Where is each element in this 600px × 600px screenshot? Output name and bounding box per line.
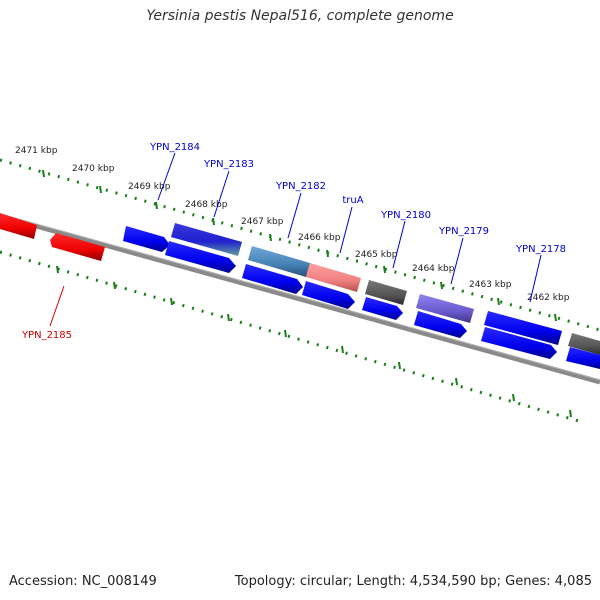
gene-feature[interactable] <box>302 281 355 309</box>
scale-label: 2464 kbp <box>412 264 455 274</box>
gene-label[interactable]: YPN_2179 <box>438 226 489 237</box>
gene-feature[interactable] <box>484 311 562 345</box>
outer-major-ticks <box>42 169 557 322</box>
scale-label: 2470 kbp <box>72 164 115 174</box>
inner-major-ticks <box>56 265 572 418</box>
gene-feature[interactable] <box>171 223 242 256</box>
scale-label: 2465 kbp <box>355 250 398 260</box>
scale-label: 2471 kbp <box>15 146 58 156</box>
label-leaders <box>49 152 542 327</box>
accession-label: Accession: NC_008149 <box>9 574 157 589</box>
gene-feature[interactable] <box>365 280 407 305</box>
genome-summary: Topology: circular; Length: 4,534,590 bp… <box>234 574 592 589</box>
scale-label: 2468 kbp <box>185 200 228 210</box>
gene-feature[interactable] <box>165 241 236 273</box>
scale-label: 2469 kbp <box>128 182 171 192</box>
gene-feature-reverse[interactable] <box>0 213 37 239</box>
gene-feature[interactable] <box>566 347 600 369</box>
gene-labels: YPN_2184 YPN_2183 YPN_2182 truA YPN_2180… <box>21 142 566 341</box>
gene-feature[interactable] <box>123 226 170 252</box>
gene-label[interactable]: YPN_2185 <box>21 330 72 341</box>
gene-label[interactable]: YPN_2180 <box>380 210 431 221</box>
scale-label: 2463 kbp <box>469 280 512 290</box>
outer-tick-ring <box>0 158 600 332</box>
gene-label[interactable]: YPN_2184 <box>149 142 200 153</box>
gene-feature[interactable] <box>306 263 361 292</box>
gene-feature-reverse[interactable] <box>50 233 105 261</box>
gene-label[interactable]: YPN_2182 <box>275 181 326 192</box>
genome-backbone <box>0 213 600 385</box>
scale-label: 2467 kbp <box>241 217 284 227</box>
gene-feature[interactable] <box>362 297 403 320</box>
scale-label: 2466 kbp <box>298 233 341 243</box>
gene-feature[interactable] <box>416 294 474 323</box>
map-title: Yersinia pestis Nepal516, complete genom… <box>146 8 454 24</box>
gene-feature[interactable] <box>481 327 557 359</box>
gene-label[interactable]: truA <box>342 195 363 206</box>
gene-label[interactable]: YPN_2183 <box>203 159 254 170</box>
gene-feature[interactable] <box>568 333 600 355</box>
gene-label[interactable]: YPN_2178 <box>515 244 566 255</box>
scale-label: 2462 kbp <box>527 293 570 303</box>
gene-feature[interactable] <box>248 246 310 277</box>
gene-feature[interactable] <box>414 311 467 338</box>
scale-labels: 2471 kbp 2470 kbp 2469 kbp 2468 kbp 2467… <box>15 146 570 303</box>
gene-feature[interactable] <box>242 264 303 294</box>
inner-tick-ring <box>0 250 583 424</box>
